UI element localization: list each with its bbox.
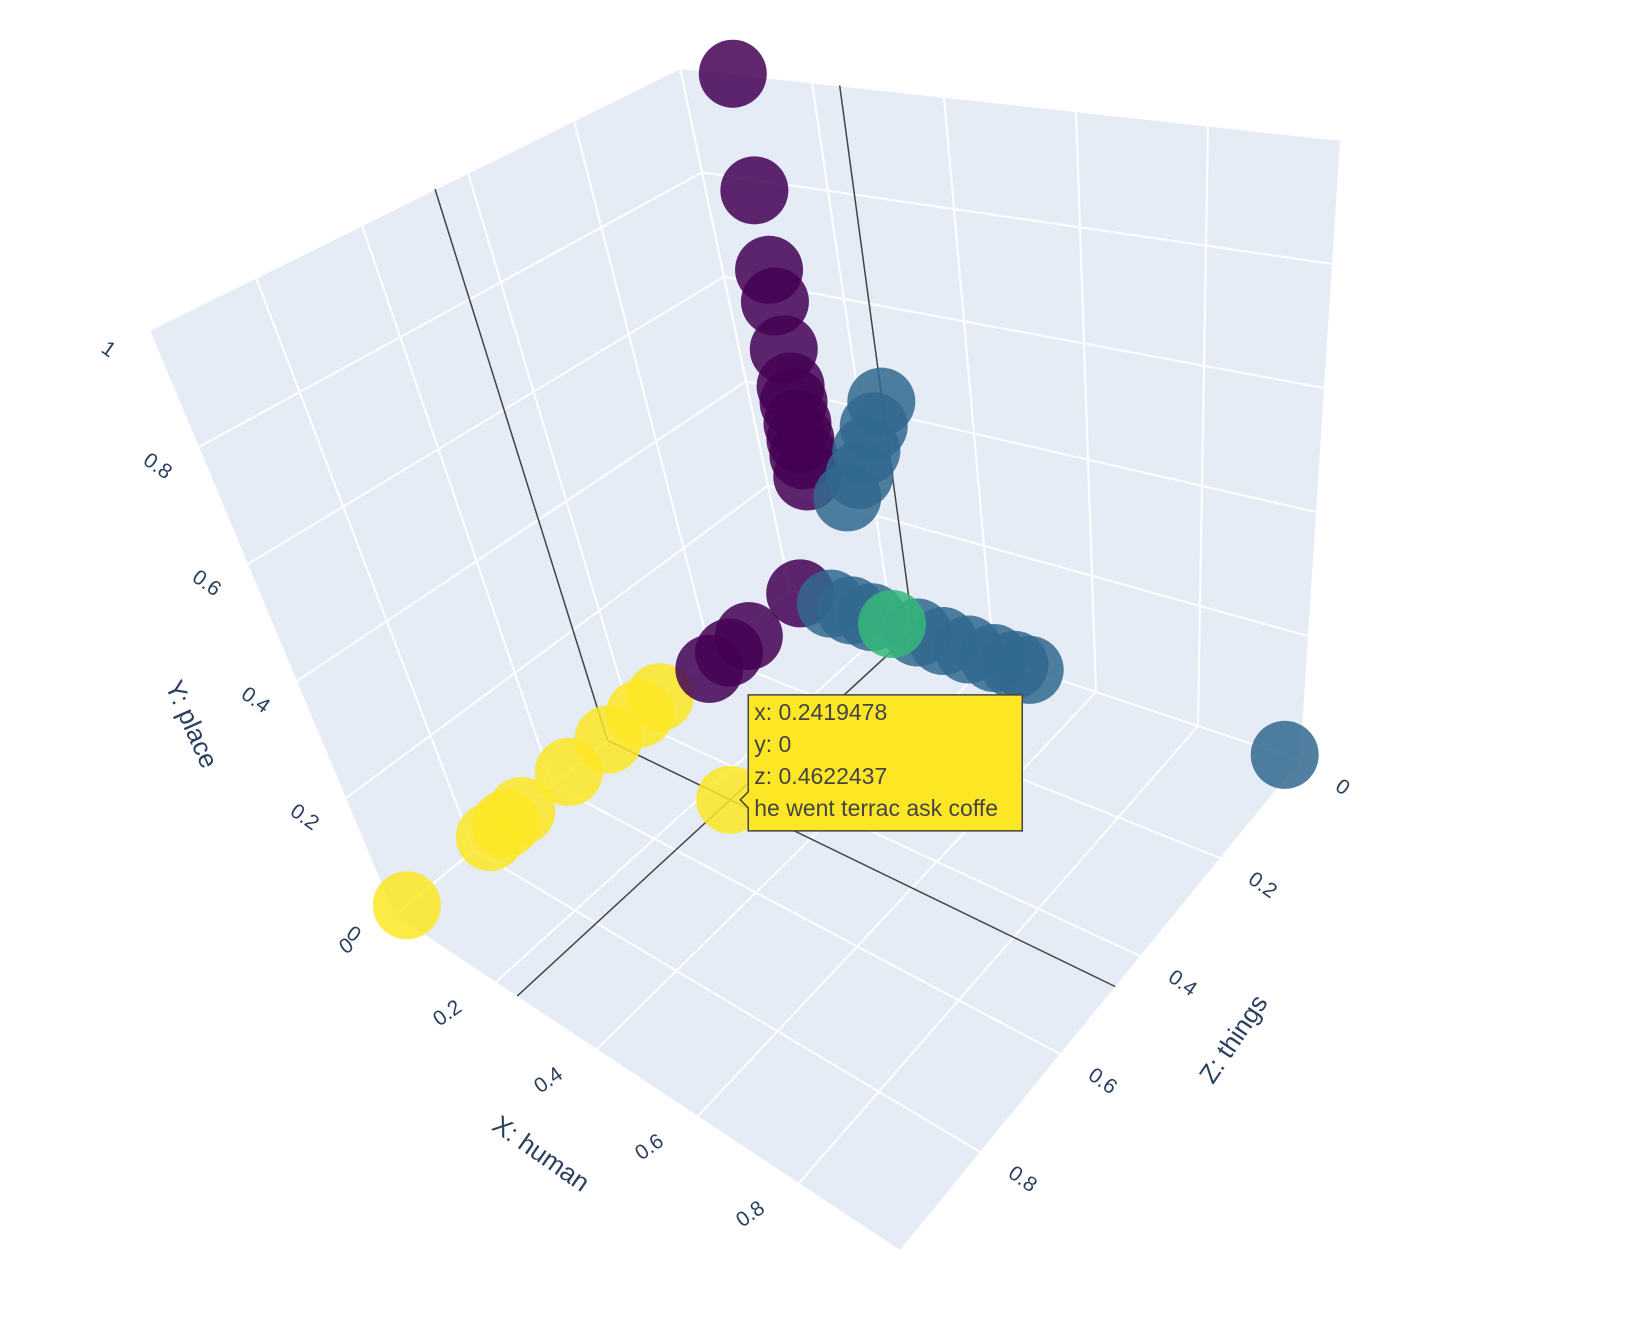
grid-line [679,67,791,591]
grid-line [149,67,681,331]
spike-line [838,85,915,632]
marker [372,871,441,940]
grid-line [679,67,1341,141]
grid-line [247,275,725,565]
z-axis-title: Z: things [1193,989,1274,1088]
x-tick-label: 0.8 [732,1196,769,1232]
y-tick-label: 0.2 [286,799,323,835]
y-tick-label: 0.6 [188,565,225,601]
grid-line [701,171,1333,265]
grid-line [198,171,703,448]
z-tick-label: 0.6 [1084,1063,1121,1099]
grid-line [255,277,475,851]
x-tick-label: 0.6 [631,1129,668,1165]
y-tick-label: 0.8 [139,448,176,484]
grid-line [1075,111,1097,693]
grid-line [723,275,1325,389]
x-axis-title: X: human [487,1109,595,1197]
grid-line [345,484,769,799]
grid-line [943,96,995,659]
markers [372,39,1319,940]
marker [847,367,916,436]
z-tick-label: 0 [1331,774,1354,800]
z-tick-label: 0.8 [1004,1161,1041,1197]
grid-line [573,120,712,656]
grid-line [361,224,554,786]
grid-line [798,725,1199,1184]
grid-line [697,691,1097,1117]
hover-layer: x: 0.2419478 y: 0 z: 0.4622437 he went terr… [739,694,1023,832]
hover-text: z: 0.4622437 [754,763,887,789]
z-tick-label: 0.2 [1244,867,1281,903]
marker [698,39,767,108]
marker [714,602,783,671]
spike-line [434,188,609,741]
marker [995,635,1064,704]
marker [735,235,804,304]
grid-line [296,380,747,682]
grid-line [552,784,1061,1055]
marker [1250,720,1319,789]
x-tick-label: 0.4 [530,1062,567,1098]
marker [720,156,789,225]
hover-text: x: 0.2419478 [754,699,887,725]
z-tick-label: 0.4 [1164,965,1201,1001]
hover-text: y: 0 [754,731,791,757]
grid-line [1197,125,1209,727]
grid-line [467,172,633,721]
y-tick-label: 0.4 [237,682,274,718]
grid-line [811,82,893,625]
marker [487,777,556,845]
y-axis-title: Y: place [159,676,224,773]
y-tick-label: 1 [97,336,120,362]
grid-line [631,719,1141,957]
x-tick-label: 0.2 [429,995,466,1031]
hover-text: he went terrac ask coffe [754,795,998,821]
grid-line [473,849,981,1153]
marker [858,590,926,658]
hover-marker [696,765,765,834]
marker [625,663,694,732]
hover-box [739,694,1023,832]
spike-line [516,799,731,997]
grid-line [495,623,893,983]
grid-line [745,380,1317,513]
